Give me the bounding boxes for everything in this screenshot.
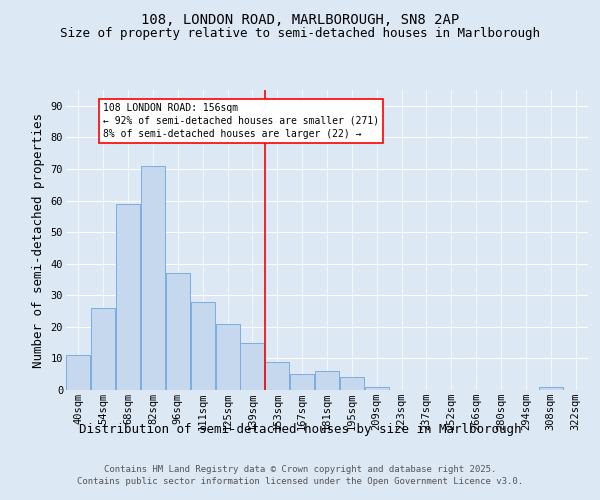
Bar [340, 378, 364, 390]
Text: Size of property relative to semi-detached houses in Marlborough: Size of property relative to semi-detach… [60, 28, 540, 40]
Text: Distribution of semi-detached houses by size in Marlborough: Distribution of semi-detached houses by … [79, 422, 521, 436]
Bar [265, 362, 289, 390]
Bar [290, 374, 314, 390]
Bar [365, 387, 389, 390]
Text: Contains public sector information licensed under the Open Government Licence v3: Contains public sector information licen… [77, 478, 523, 486]
Bar [241, 342, 265, 390]
Bar [141, 166, 165, 390]
Text: 108 LONDON ROAD: 156sqm
← 92% of semi-detached houses are smaller (271)
8% of se: 108 LONDON ROAD: 156sqm ← 92% of semi-de… [103, 102, 379, 139]
Bar [116, 204, 140, 390]
Y-axis label: Number of semi-detached properties: Number of semi-detached properties [32, 112, 45, 368]
Bar [67, 356, 91, 390]
Text: 108, LONDON ROAD, MARLBOROUGH, SN8 2AP: 108, LONDON ROAD, MARLBOROUGH, SN8 2AP [141, 12, 459, 26]
Bar [91, 308, 115, 390]
Text: Contains HM Land Registry data © Crown copyright and database right 2025.: Contains HM Land Registry data © Crown c… [104, 465, 496, 474]
Bar [539, 387, 563, 390]
Bar [191, 302, 215, 390]
Bar [315, 371, 339, 390]
Bar [166, 273, 190, 390]
Bar [215, 324, 239, 390]
